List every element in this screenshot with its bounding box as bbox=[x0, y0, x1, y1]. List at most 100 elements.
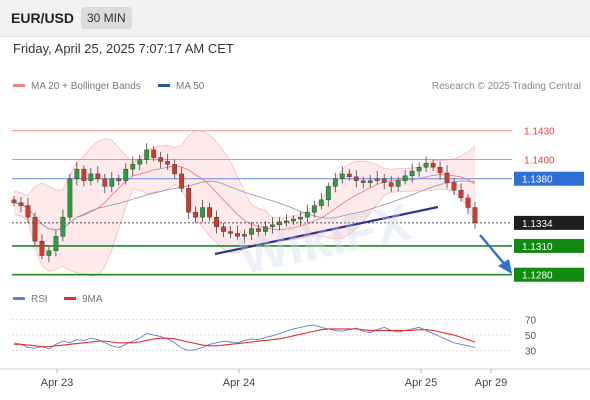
candle-body bbox=[277, 221, 282, 225]
level-tag bbox=[514, 267, 584, 282]
candle bbox=[81, 165, 87, 187]
candle bbox=[304, 204, 310, 223]
rsi-tick-label: 50 bbox=[525, 331, 537, 342]
candle bbox=[388, 175, 394, 193]
candle bbox=[263, 220, 268, 236]
candle-body bbox=[193, 212, 199, 218]
research-credit: Research © 2025 Trading Central bbox=[431, 81, 581, 92]
candle bbox=[200, 199, 205, 222]
bollinger-band bbox=[14, 130, 475, 277]
candle-body bbox=[270, 224, 275, 227]
candle bbox=[25, 197, 31, 223]
level-label: 1.1334 bbox=[522, 219, 553, 230]
candle-body bbox=[214, 216, 219, 227]
candle-body bbox=[102, 178, 108, 187]
candle-body bbox=[32, 216, 38, 242]
candle-body bbox=[256, 228, 261, 232]
ma50-line bbox=[13, 180, 476, 231]
candle bbox=[228, 225, 233, 239]
candle-body bbox=[137, 159, 143, 165]
candle bbox=[172, 159, 178, 179]
candle-body bbox=[416, 166, 422, 172]
candle-body bbox=[249, 228, 254, 235]
x-tick-label: Apr 25 bbox=[405, 377, 437, 389]
candle-body bbox=[381, 178, 387, 183]
candle-body bbox=[74, 168, 80, 179]
candle bbox=[207, 202, 212, 221]
candle bbox=[374, 171, 380, 185]
candle-body bbox=[172, 164, 178, 175]
legend-swatch-ma50 bbox=[158, 83, 170, 87]
level-1-1310: 1.1310 bbox=[12, 238, 584, 253]
candle bbox=[179, 167, 185, 193]
candle bbox=[325, 182, 331, 207]
candle-body bbox=[39, 240, 45, 256]
candle bbox=[39, 234, 45, 260]
candle-body bbox=[284, 220, 289, 223]
candle bbox=[186, 184, 192, 220]
candle bbox=[318, 193, 324, 210]
candle bbox=[346, 169, 352, 181]
candle bbox=[290, 215, 296, 225]
candle-body bbox=[367, 180, 373, 183]
x-tick-label: Apr 24 bbox=[223, 377, 255, 389]
candle-body bbox=[88, 173, 94, 181]
legend-item-rsi: RSI bbox=[13, 294, 48, 305]
forecast-arrow-head bbox=[498, 259, 512, 274]
candle-body bbox=[395, 180, 401, 187]
candle-body bbox=[325, 186, 331, 201]
candle-body bbox=[144, 149, 150, 160]
candle-body bbox=[228, 231, 233, 234]
symbol-label: EUR/USD bbox=[11, 10, 75, 26]
legend-label-ma20: MA 20 + Bollinger Bands bbox=[31, 81, 141, 92]
timeframe-badge[interactable]: 30 MIN bbox=[81, 7, 132, 29]
rsi-9ma-line bbox=[14, 328, 476, 348]
candle bbox=[130, 156, 136, 176]
candle bbox=[256, 224, 261, 237]
candle bbox=[284, 214, 289, 227]
level-label: 1.1400 bbox=[524, 156, 555, 167]
candle bbox=[88, 168, 94, 186]
candle bbox=[437, 161, 443, 180]
trendline bbox=[214, 205, 439, 256]
level-label: 1.1310 bbox=[522, 242, 553, 253]
candle bbox=[109, 172, 115, 193]
candle-body bbox=[409, 170, 415, 177]
candle-body bbox=[242, 234, 247, 237]
bollinger-upper bbox=[13, 130, 476, 219]
level-1-1400: 1.1400 bbox=[12, 156, 555, 167]
candle bbox=[367, 174, 373, 188]
candle-body bbox=[109, 178, 115, 187]
candle bbox=[423, 156, 429, 172]
candle-body bbox=[451, 182, 457, 191]
candle-body bbox=[437, 166, 443, 174]
candle-body bbox=[53, 236, 59, 251]
candle-body bbox=[388, 182, 394, 187]
candle bbox=[18, 196, 24, 213]
candle bbox=[74, 162, 80, 186]
candle-body bbox=[402, 175, 408, 181]
candle bbox=[416, 162, 422, 177]
candle bbox=[311, 200, 317, 218]
legend-swatch-rsi bbox=[13, 296, 25, 300]
candle-body bbox=[25, 205, 31, 218]
candle-body bbox=[207, 207, 212, 218]
candle bbox=[402, 170, 408, 185]
candle-body bbox=[297, 216, 303, 220]
candle bbox=[193, 206, 199, 223]
candle-body bbox=[423, 163, 429, 168]
candle bbox=[339, 166, 345, 184]
legend-item-9ma: 9MA bbox=[64, 294, 103, 305]
level-label: 1.1280 bbox=[522, 271, 553, 282]
candle bbox=[102, 173, 108, 194]
level-1-1280: 1.1280 bbox=[12, 267, 584, 282]
candle bbox=[53, 230, 59, 257]
level-1-1430: 1.1430 bbox=[12, 127, 555, 138]
candle-body bbox=[221, 226, 226, 232]
candle bbox=[277, 217, 282, 231]
candle-body bbox=[151, 149, 157, 158]
candle bbox=[381, 173, 387, 190]
candle bbox=[123, 163, 129, 185]
level-1-1334: 1.1334 bbox=[12, 215, 584, 230]
